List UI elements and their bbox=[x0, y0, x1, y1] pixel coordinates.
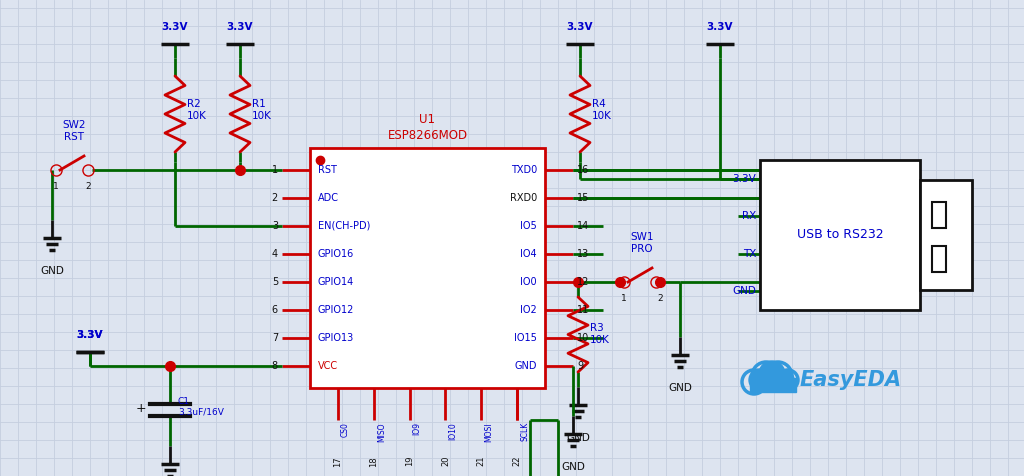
Text: CS0: CS0 bbox=[341, 422, 350, 437]
Text: 15: 15 bbox=[577, 193, 590, 203]
Text: SW2
RST: SW2 RST bbox=[62, 120, 86, 142]
Text: USB to RS232: USB to RS232 bbox=[797, 228, 884, 241]
Text: SCLK: SCLK bbox=[520, 422, 529, 441]
Text: ADC: ADC bbox=[318, 193, 339, 203]
Text: 20: 20 bbox=[441, 456, 450, 466]
Text: SW1
PRO: SW1 PRO bbox=[630, 232, 653, 254]
Text: IO2: IO2 bbox=[520, 305, 537, 315]
Text: R2
10K: R2 10K bbox=[187, 99, 207, 121]
Circle shape bbox=[774, 370, 794, 390]
Text: 3.3V: 3.3V bbox=[707, 22, 733, 32]
Text: IO9: IO9 bbox=[413, 422, 422, 435]
Text: GND: GND bbox=[566, 433, 590, 443]
Text: MOSI: MOSI bbox=[484, 422, 494, 442]
Text: 19: 19 bbox=[406, 456, 414, 466]
Text: +: + bbox=[135, 401, 146, 415]
Text: IO15: IO15 bbox=[514, 333, 537, 343]
Text: 18: 18 bbox=[370, 456, 378, 466]
Text: GND: GND bbox=[732, 286, 756, 296]
Bar bbox=[750, 378, 796, 392]
Text: 2: 2 bbox=[271, 193, 278, 203]
Text: RST: RST bbox=[318, 165, 337, 175]
Text: RXD0: RXD0 bbox=[510, 193, 537, 203]
Text: GND: GND bbox=[40, 266, 63, 276]
Bar bbox=[920, 180, 972, 290]
Text: 22: 22 bbox=[512, 456, 521, 466]
Text: TXD0: TXD0 bbox=[511, 165, 537, 175]
Text: 12: 12 bbox=[577, 277, 590, 287]
Text: VCC: VCC bbox=[318, 361, 338, 371]
Text: 8: 8 bbox=[272, 361, 278, 371]
Bar bbox=[932, 202, 946, 228]
Text: 3.3V: 3.3V bbox=[226, 22, 253, 32]
Text: 10: 10 bbox=[577, 333, 589, 343]
Text: 3.3V: 3.3V bbox=[77, 330, 103, 340]
Text: GND: GND bbox=[514, 361, 537, 371]
Text: 7: 7 bbox=[271, 333, 278, 343]
Text: EN(CH-PD): EN(CH-PD) bbox=[318, 221, 371, 231]
Text: GPIO14: GPIO14 bbox=[318, 277, 354, 287]
Text: 11: 11 bbox=[577, 305, 589, 315]
Text: R4
10K: R4 10K bbox=[592, 99, 612, 121]
Text: 1: 1 bbox=[622, 294, 627, 303]
Text: 1: 1 bbox=[272, 165, 278, 175]
Text: 3.3V: 3.3V bbox=[566, 22, 593, 32]
Text: 14: 14 bbox=[577, 221, 589, 231]
Text: MISO: MISO bbox=[377, 422, 386, 442]
Text: GPIO16: GPIO16 bbox=[318, 249, 354, 259]
Text: 16: 16 bbox=[577, 165, 589, 175]
Text: 3.3V: 3.3V bbox=[732, 174, 756, 184]
Bar bbox=[310, 148, 545, 388]
Bar bbox=[932, 246, 946, 272]
Text: 13: 13 bbox=[577, 249, 589, 259]
Text: 5: 5 bbox=[271, 277, 278, 287]
Text: 1: 1 bbox=[53, 182, 58, 191]
Circle shape bbox=[749, 369, 771, 391]
Text: 3: 3 bbox=[272, 221, 278, 231]
Text: IO0: IO0 bbox=[520, 277, 537, 287]
Text: TX: TX bbox=[742, 249, 756, 259]
Text: IO4: IO4 bbox=[520, 249, 537, 259]
Text: 17: 17 bbox=[334, 456, 342, 466]
Bar bbox=[760, 160, 920, 310]
Text: 4: 4 bbox=[272, 249, 278, 259]
Text: C1
3.3uF/16V: C1 3.3uF/16V bbox=[178, 397, 224, 416]
Text: 2: 2 bbox=[85, 182, 91, 191]
Text: R3
10K: R3 10K bbox=[590, 323, 610, 345]
Text: GND: GND bbox=[668, 383, 692, 393]
Text: 3.3V: 3.3V bbox=[162, 22, 188, 32]
Circle shape bbox=[759, 361, 785, 387]
Text: 21: 21 bbox=[477, 456, 485, 466]
Text: RX: RX bbox=[741, 211, 756, 221]
Text: GND: GND bbox=[561, 462, 585, 472]
Text: IO5: IO5 bbox=[520, 221, 537, 231]
Text: 3.3V: 3.3V bbox=[77, 330, 103, 340]
Text: EasyEDA: EasyEDA bbox=[800, 370, 902, 390]
Text: 9: 9 bbox=[577, 361, 583, 371]
Text: GPIO12: GPIO12 bbox=[318, 305, 354, 315]
Text: 6: 6 bbox=[272, 305, 278, 315]
Text: R1
10K: R1 10K bbox=[252, 99, 272, 121]
Text: GPIO13: GPIO13 bbox=[318, 333, 354, 343]
Text: IO10: IO10 bbox=[449, 422, 458, 440]
Text: U1
ESP8266MOD: U1 ESP8266MOD bbox=[387, 113, 468, 142]
Text: 2: 2 bbox=[657, 294, 663, 303]
